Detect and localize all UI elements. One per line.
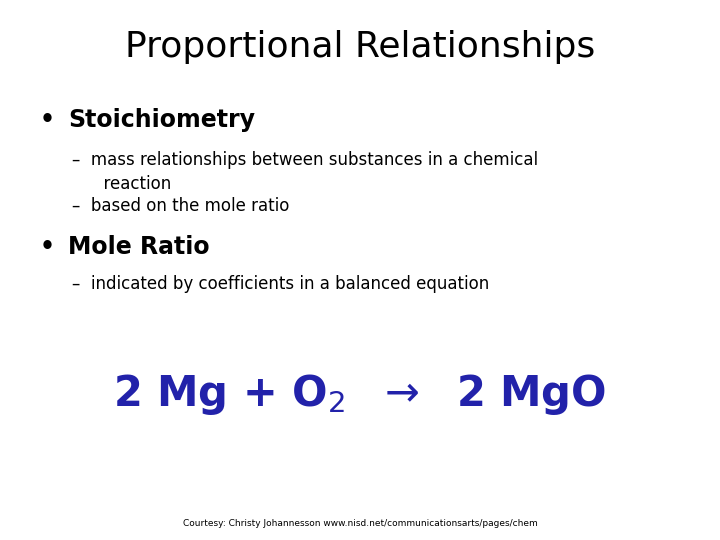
Text: 2 Mg + O$_2$  $\rightarrow$  2 MgO: 2 Mg + O$_2$ $\rightarrow$ 2 MgO [114,372,606,417]
Text: •: • [40,108,55,132]
Text: Courtesy: Christy Johannesson www.nisd.net/communicationsarts/pages/chem: Courtesy: Christy Johannesson www.nisd.n… [183,519,537,528]
Text: Proportional Relationships: Proportional Relationships [125,30,595,64]
Text: –  indicated by coefficients in a balanced equation: – indicated by coefficients in a balance… [72,275,490,293]
Text: Stoichiometry: Stoichiometry [68,108,256,132]
Text: –  based on the mole ratio: – based on the mole ratio [72,197,289,215]
Text: –  mass relationships between substances in a chemical
      reaction: – mass relationships between substances … [72,151,538,193]
Text: Mole Ratio: Mole Ratio [68,235,210,259]
Text: •: • [40,235,55,259]
